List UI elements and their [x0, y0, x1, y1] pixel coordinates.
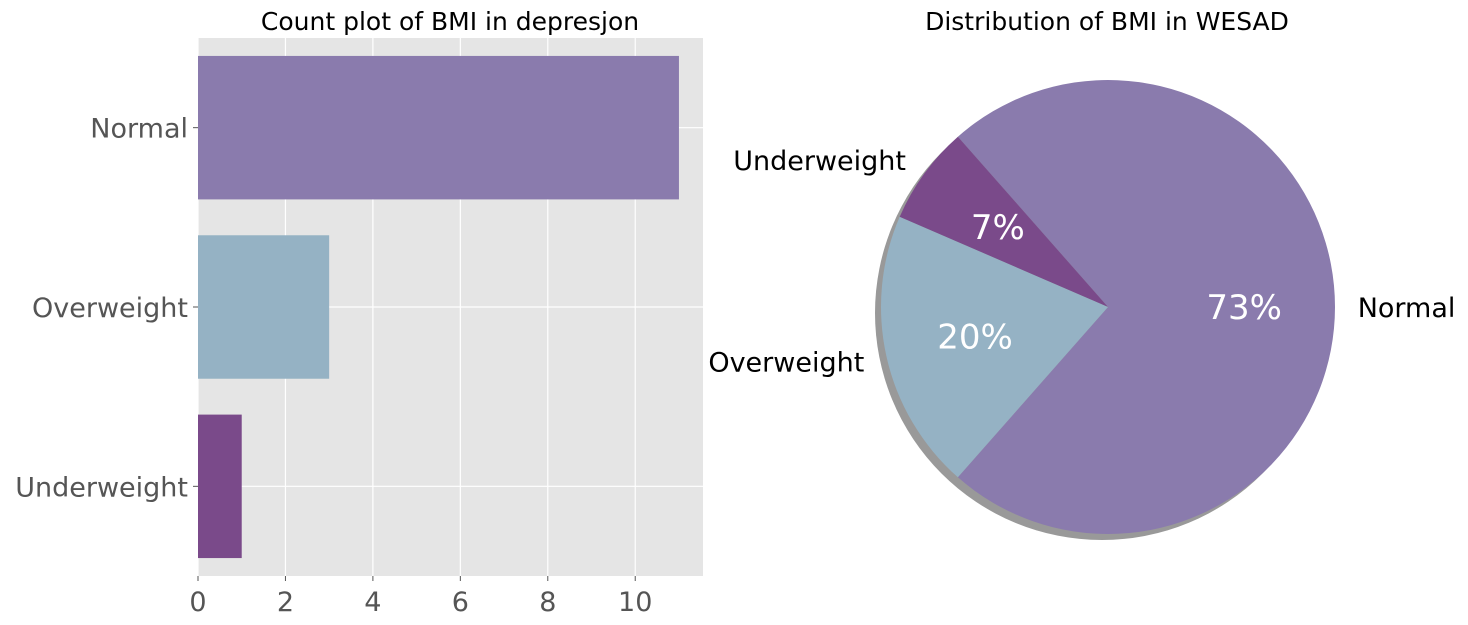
bar-normal — [198, 55, 679, 200]
pie-chart: Distribution of BMI in WESAD Normal 73% Un… — [708, 7, 1455, 540]
x-tick-label: 2 — [277, 587, 294, 618]
bar-x-ticks: 0 2 4 6 8 10 — [189, 576, 652, 618]
pie-chart-title: Distribution of BMI in WESAD — [925, 7, 1289, 36]
x-tick-label: 4 — [364, 587, 381, 618]
y-tick-label: Underweight — [15, 472, 188, 503]
bar-chart-title: Count plot of BMI in depresjon — [261, 7, 639, 36]
pie-pct-normal: 73% — [1206, 288, 1282, 328]
pie-label-overweight: Overweight — [708, 347, 864, 378]
pie-labels: Normal 73% Underweight 7% Overweight 20% — [708, 146, 1455, 378]
x-tick-label: 10 — [618, 587, 652, 618]
pie-pct-underweight: 7% — [971, 208, 1025, 248]
bar-underweight — [198, 414, 242, 559]
x-tick-label: 0 — [189, 587, 206, 618]
y-tick-label: Normal — [90, 114, 188, 145]
pie-slices — [880, 79, 1335, 535]
x-tick-label: 6 — [452, 587, 469, 618]
pie-label-underweight: Underweight — [733, 146, 906, 177]
bar-y-ticks: Normal Overweight Underweight — [15, 114, 198, 503]
pie-slice-underweight — [899, 136, 1108, 307]
bar-overweight — [198, 235, 330, 379]
pie-slice-normal — [957, 79, 1335, 535]
bar-chart: Count plot of BMI in depresjon 0 2 4 6 8 10 N… — [15, 7, 703, 618]
y-tick-label: Overweight — [32, 293, 188, 324]
pie-slice-overweight — [880, 216, 1108, 478]
bar-bars — [198, 55, 679, 559]
pie-label-normal: Normal — [1358, 293, 1456, 324]
pie-pct-overweight: 20% — [937, 318, 1013, 358]
x-tick-label: 8 — [539, 587, 556, 618]
